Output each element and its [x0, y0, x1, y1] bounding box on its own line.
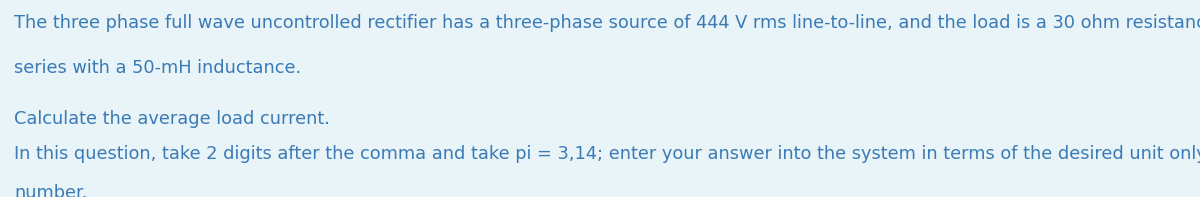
Text: The three phase full wave uncontrolled rectifier has a three-phase source of 444: The three phase full wave uncontrolled r… [14, 14, 1200, 32]
Text: Calculate the average load current.: Calculate the average load current. [14, 110, 330, 128]
Text: number.: number. [14, 184, 88, 197]
Text: series with a 50-mH inductance.: series with a 50-mH inductance. [14, 59, 301, 77]
Text: In this question, take 2 digits after the comma and take pi = 3,14; enter your a: In this question, take 2 digits after th… [14, 145, 1200, 163]
